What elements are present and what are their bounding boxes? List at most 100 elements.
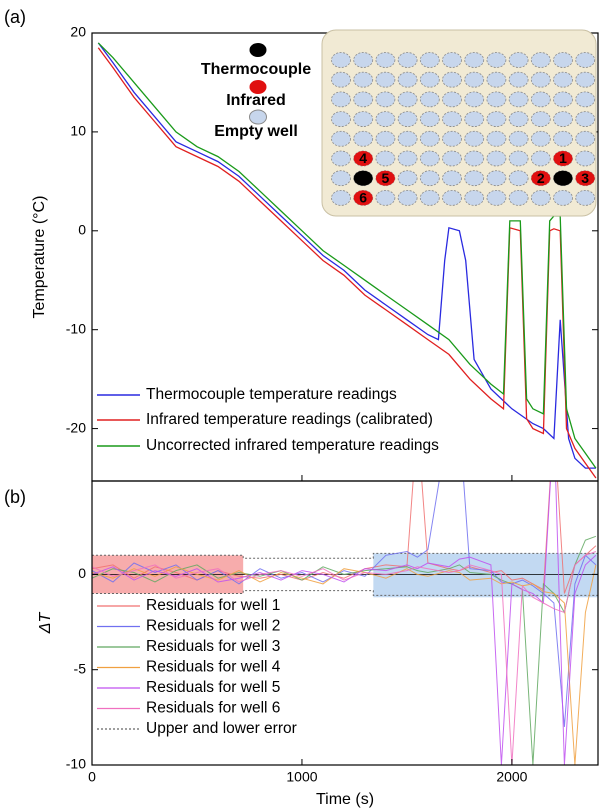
x-tick-label: 0 <box>88 769 96 785</box>
empty-well <box>353 91 374 108</box>
legend-label: Upper and lower error <box>146 720 297 737</box>
legend-label: Residuals for well 1 <box>146 597 280 614</box>
empty-well <box>486 91 507 108</box>
empty-well <box>486 71 507 88</box>
legend-label: Residuals for well 3 <box>146 638 280 655</box>
empty-well <box>397 150 418 167</box>
empty-well <box>575 189 596 206</box>
empty-well <box>508 189 529 206</box>
empty-well <box>331 130 351 147</box>
empty-well <box>575 71 596 88</box>
empty-well <box>464 52 485 68</box>
inset-legend-swatch <box>249 109 267 125</box>
empty-well <box>397 52 418 68</box>
empty-well <box>375 189 396 206</box>
empty-well <box>464 150 485 167</box>
empty-well <box>486 130 507 147</box>
well-label: 1 <box>559 150 567 166</box>
infrared-well <box>375 170 395 186</box>
empty-well <box>331 71 351 88</box>
well-label: 3 <box>581 170 589 186</box>
empty-well <box>442 150 462 167</box>
x-tick-label: 2000 <box>496 769 527 785</box>
empty-well <box>331 111 351 127</box>
well-label: 2 <box>537 170 545 186</box>
well-label: 5 <box>382 170 390 186</box>
data-line <box>92 481 597 765</box>
empty-well <box>331 150 351 167</box>
empty-well <box>419 91 440 108</box>
empty-well <box>464 91 485 108</box>
empty-well <box>553 71 573 88</box>
inset-legend-label: Thermocouple <box>201 61 311 78</box>
thermocouple-well <box>353 170 373 186</box>
panel-label: (a) <box>4 7 26 27</box>
y-axis-label: ΔT <box>37 612 54 635</box>
empty-well <box>419 52 440 68</box>
empty-well <box>419 150 440 167</box>
empty-well <box>375 52 396 68</box>
data-line <box>97 42 597 469</box>
empty-well <box>486 111 507 127</box>
legend-label: Residuals for well 5 <box>146 679 280 696</box>
empty-well <box>375 71 396 88</box>
empty-well <box>331 170 351 187</box>
empty-well <box>375 91 396 108</box>
empty-well <box>530 71 551 88</box>
y-tick-label: -10 <box>66 320 86 336</box>
y-axis-label: Temperature (°C) <box>31 196 48 319</box>
empty-well <box>397 189 418 206</box>
empty-well <box>486 170 507 187</box>
inset-legend-swatch <box>249 80 267 94</box>
legend-label: Residuals for well 6 <box>146 700 280 717</box>
empty-well <box>553 111 573 127</box>
empty-well <box>442 189 462 206</box>
empty-well <box>530 150 551 167</box>
well-label: 6 <box>359 190 367 206</box>
empty-well <box>508 52 529 68</box>
empty-well <box>575 52 596 68</box>
error-line <box>92 552 598 559</box>
empty-well <box>530 52 551 68</box>
y-tick-label: -5 <box>74 660 87 676</box>
empty-well <box>575 111 596 127</box>
empty-well <box>331 91 351 108</box>
empty-well <box>397 71 418 88</box>
plot-area <box>92 481 598 765</box>
y-tick-label: -20 <box>66 419 86 435</box>
y-tick-label: 0 <box>78 221 86 237</box>
well-label: 4 <box>359 150 367 166</box>
data-line <box>92 564 597 765</box>
error-line <box>92 590 598 596</box>
plot-area <box>97 42 597 479</box>
x-tick-label: 1000 <box>286 769 317 785</box>
empty-well <box>530 189 551 206</box>
empty-well <box>442 170 462 187</box>
infrared-well <box>353 151 373 166</box>
y-tick-label: -10 <box>66 756 86 772</box>
legend-label: Thermocouple temperature readings <box>146 386 397 403</box>
empty-well <box>530 130 551 147</box>
infrared-well <box>553 151 573 166</box>
empty-well <box>419 170 440 187</box>
thermocouple-well <box>553 170 573 186</box>
empty-well <box>575 91 596 108</box>
axes-frame <box>91 480 599 766</box>
data-line <box>92 481 597 727</box>
empty-well <box>353 71 374 88</box>
empty-well <box>419 71 440 88</box>
empty-well <box>553 91 573 108</box>
empty-well <box>575 150 596 167</box>
empty-well <box>464 71 485 88</box>
empty-well <box>575 130 596 147</box>
empty-well <box>530 91 551 108</box>
empty-well <box>419 189 440 206</box>
empty-well <box>442 91 462 108</box>
empty-well <box>508 71 529 88</box>
empty-well <box>331 52 351 68</box>
empty-well <box>442 111 462 127</box>
empty-well <box>553 130 573 147</box>
empty-well <box>464 189 485 206</box>
empty-well <box>442 130 462 147</box>
